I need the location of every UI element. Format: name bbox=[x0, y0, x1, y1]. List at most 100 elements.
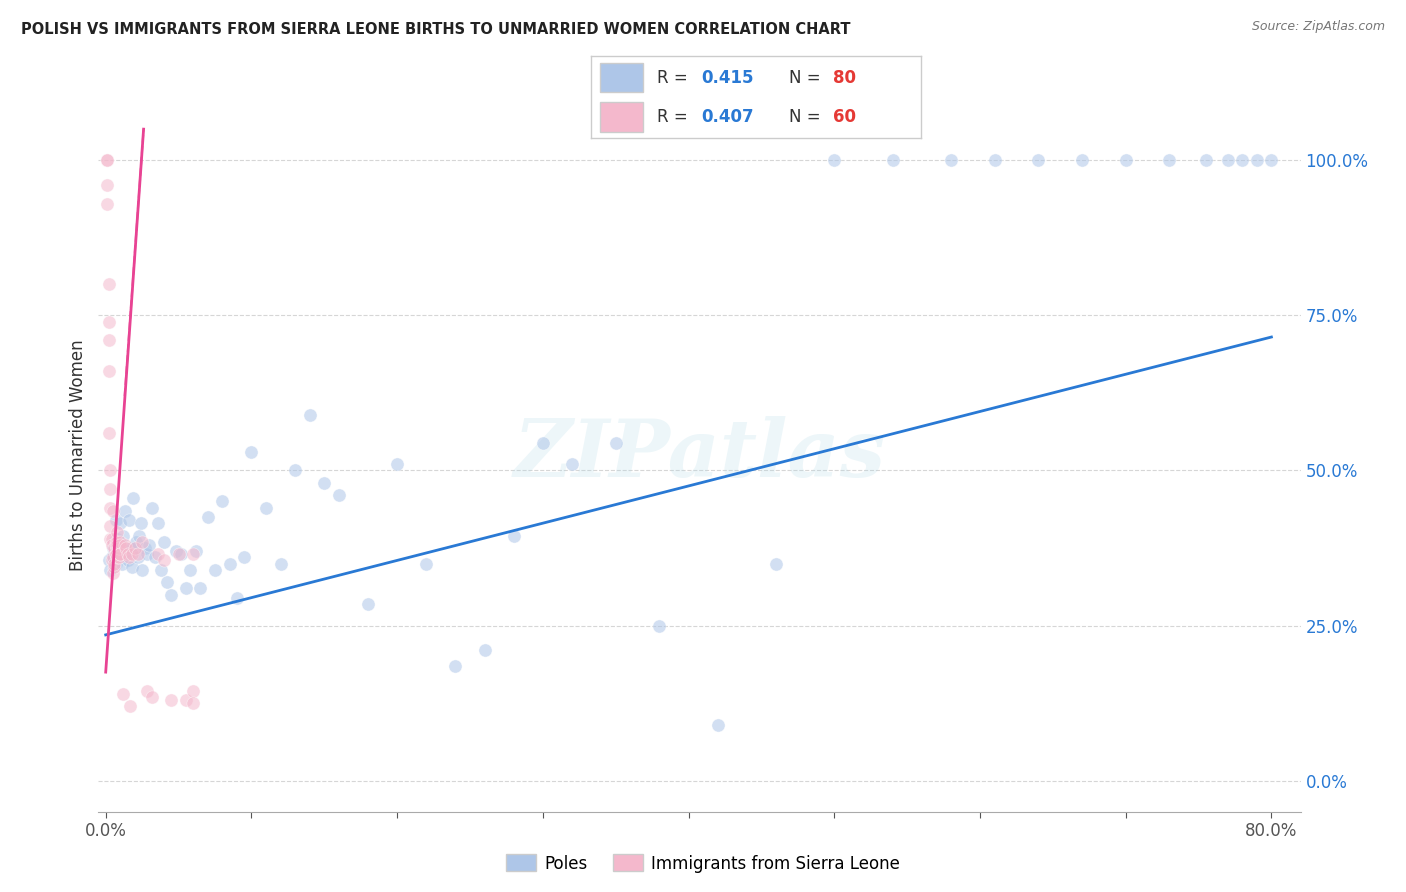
Point bbox=[98, 563, 121, 577]
Point bbox=[104, 534, 127, 549]
Point bbox=[120, 541, 142, 555]
Text: 0.407: 0.407 bbox=[702, 108, 754, 126]
Point bbox=[218, 557, 240, 571]
Point bbox=[97, 314, 120, 328]
Point bbox=[146, 547, 169, 561]
Point bbox=[135, 683, 157, 698]
Text: 0.415: 0.415 bbox=[702, 69, 754, 87]
Point bbox=[117, 547, 139, 561]
Point bbox=[939, 153, 962, 168]
Point bbox=[1071, 153, 1094, 168]
Point bbox=[1195, 153, 1218, 168]
Point bbox=[101, 541, 124, 555]
Point bbox=[110, 516, 132, 531]
Point bbox=[184, 544, 207, 558]
Point bbox=[104, 547, 127, 561]
Point bbox=[167, 547, 190, 561]
Point bbox=[240, 445, 263, 459]
Point bbox=[103, 541, 125, 555]
Text: N =: N = bbox=[789, 108, 825, 126]
Point bbox=[110, 538, 132, 552]
Point bbox=[98, 500, 121, 515]
Point bbox=[118, 513, 141, 527]
Point bbox=[150, 563, 173, 577]
Point bbox=[211, 494, 233, 508]
Point bbox=[117, 553, 139, 567]
Point bbox=[100, 553, 122, 567]
Point bbox=[765, 557, 787, 571]
Point bbox=[104, 557, 127, 571]
Bar bbox=[600, 103, 644, 132]
Point bbox=[105, 532, 128, 546]
Point bbox=[104, 513, 127, 527]
Bar bbox=[600, 62, 644, 92]
Point bbox=[112, 528, 135, 542]
Point bbox=[135, 547, 157, 561]
Point bbox=[134, 541, 156, 555]
Point bbox=[706, 718, 728, 732]
Point bbox=[103, 559, 125, 574]
Point bbox=[181, 547, 204, 561]
Point bbox=[115, 541, 138, 555]
Point bbox=[270, 557, 292, 571]
Point bbox=[114, 538, 136, 552]
Point bbox=[96, 196, 118, 211]
Point bbox=[98, 482, 121, 496]
Point bbox=[141, 690, 163, 704]
Point bbox=[111, 557, 134, 571]
Point bbox=[1246, 153, 1268, 168]
Point bbox=[127, 547, 149, 561]
Point bbox=[1159, 153, 1181, 168]
Point bbox=[444, 659, 467, 673]
Text: 60: 60 bbox=[834, 108, 856, 126]
Point bbox=[531, 435, 554, 450]
Point bbox=[882, 153, 904, 168]
Point bbox=[474, 643, 496, 657]
Point bbox=[96, 153, 118, 168]
Point bbox=[1260, 153, 1282, 168]
Point bbox=[143, 550, 166, 565]
Point bbox=[153, 553, 176, 567]
Text: POLISH VS IMMIGRANTS FROM SIERRA LEONE BIRTHS TO UNMARRIED WOMEN CORRELATION CHA: POLISH VS IMMIGRANTS FROM SIERRA LEONE B… bbox=[21, 22, 851, 37]
Point bbox=[121, 547, 143, 561]
Point bbox=[103, 534, 125, 549]
Point bbox=[125, 534, 148, 549]
Point bbox=[108, 550, 131, 565]
Point bbox=[100, 538, 122, 552]
Point bbox=[97, 333, 120, 347]
Point bbox=[98, 463, 121, 477]
Point bbox=[110, 534, 132, 549]
Point bbox=[124, 541, 146, 555]
Point bbox=[101, 550, 124, 565]
Point bbox=[823, 153, 845, 168]
Text: R =: R = bbox=[657, 69, 693, 87]
Legend: Poles, Immigrants from Sierra Leone: Poles, Immigrants from Sierra Leone bbox=[499, 847, 907, 880]
Point bbox=[415, 557, 437, 571]
Point bbox=[648, 618, 671, 632]
Text: Source: ZipAtlas.com: Source: ZipAtlas.com bbox=[1251, 20, 1385, 33]
Text: N =: N = bbox=[789, 69, 825, 87]
Point bbox=[108, 541, 131, 555]
Text: ZIPatlas: ZIPatlas bbox=[513, 417, 886, 493]
Point bbox=[104, 547, 127, 561]
Point bbox=[160, 588, 183, 602]
Point bbox=[181, 696, 204, 710]
Point bbox=[314, 475, 336, 490]
Point bbox=[98, 532, 121, 546]
Point bbox=[128, 528, 150, 542]
Point bbox=[174, 693, 197, 707]
Point bbox=[181, 683, 204, 698]
Point bbox=[502, 528, 524, 542]
Point bbox=[129, 516, 152, 531]
Point bbox=[328, 488, 350, 502]
Point bbox=[1216, 153, 1239, 168]
Point bbox=[165, 544, 187, 558]
Point bbox=[190, 582, 212, 596]
Point bbox=[131, 534, 153, 549]
Point bbox=[110, 547, 132, 561]
Point bbox=[105, 538, 128, 552]
Point bbox=[179, 563, 201, 577]
Point bbox=[1115, 153, 1137, 168]
Point bbox=[105, 525, 128, 540]
Point bbox=[254, 500, 277, 515]
